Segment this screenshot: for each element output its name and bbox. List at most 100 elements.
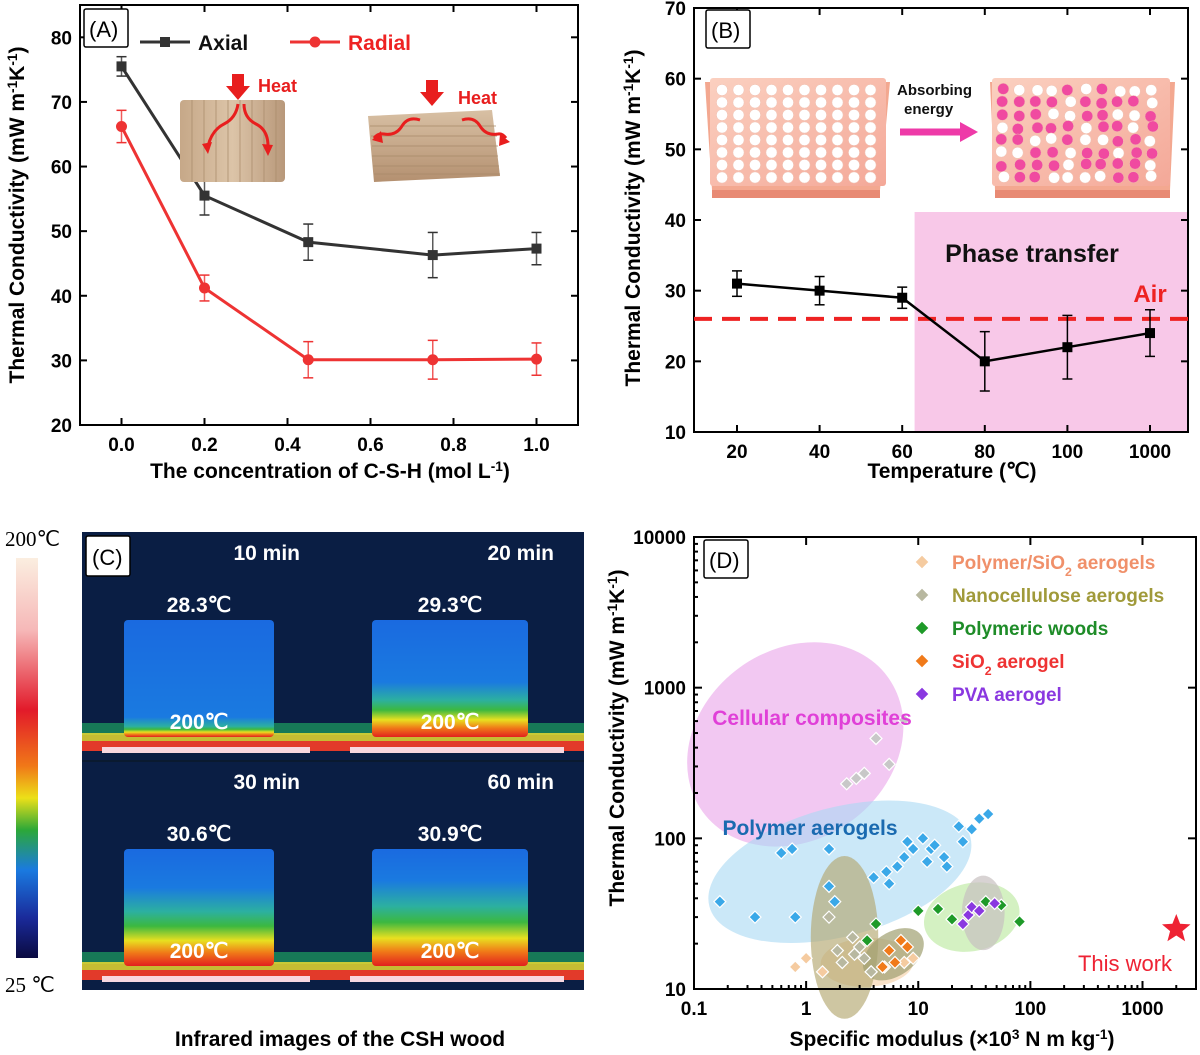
panel-d-point (964, 822, 979, 837)
panel-a-label: (A) (89, 17, 118, 42)
panel-d-point (866, 870, 881, 885)
panel-d-point (839, 776, 854, 791)
panel-d-point (927, 838, 942, 853)
panel-b-x-tick: 60 (892, 442, 913, 463)
panel-b-y-tick: 60 (665, 70, 686, 91)
panel-c-caption: Infrared images of the CSH wood (175, 1028, 505, 1051)
absorbing-label: Absorbing (897, 82, 972, 99)
panel-b-x-tick: 100 (1052, 442, 1084, 463)
panel-d-point (822, 842, 836, 856)
panel-d-point (931, 902, 945, 916)
panel-d-label: (D) (709, 548, 740, 573)
panel-d-axes (693, 536, 1197, 990)
panel-d-point (900, 940, 915, 954)
energy-arrow-icon (960, 122, 978, 142)
panel-d-point (906, 842, 920, 856)
panel-c: 200℃ 25 ℃ 10 min 28.3℃ 200℃ 20 min 29.3℃ 200℃… (5, 527, 584, 1051)
panel-a: 0.0 0.2 0.4 0.6 0.8 1.0 20 30 40 50 60 70 80 The conc… (5, 4, 579, 484)
panel-a-point (531, 243, 542, 254)
phase-transfer-region (914, 212, 1188, 432)
radial-heat-inset: Heat (368, 80, 510, 182)
panel-a-axes (79, 4, 579, 426)
ir-time-label: 30 min (233, 771, 300, 794)
panel-d-point (916, 831, 930, 846)
legend-marker (914, 686, 930, 702)
panel-d-x-tick: 10 (908, 999, 929, 1020)
panel-d-point (906, 951, 920, 966)
ir-bottom-temp: 200℃ (170, 940, 229, 963)
ir-time-label: 60 min (487, 771, 554, 794)
panel-a-y-tick: 60 (51, 158, 72, 179)
region-label-polymer: Polymer aerogels (722, 817, 897, 840)
panel-d-point (835, 955, 850, 970)
panel-b-x-tick: 80 (974, 442, 995, 463)
ir-top-temp: 30.9℃ (418, 823, 482, 846)
panel-b-point (732, 278, 742, 289)
axial-heat-inset: Heat (180, 74, 297, 182)
panel-d-legend-entry: SiO2 aerogel (952, 652, 1064, 678)
panel-d-point (830, 943, 845, 958)
panel-b-y-tick: 50 (665, 140, 686, 161)
panel-d-point (822, 879, 836, 894)
panel-b-point (897, 292, 908, 303)
cluster-ellipse (687, 642, 904, 847)
panel-d-point (897, 850, 912, 865)
panel-a-y-label: Thermal Conductivity (mW m-1K-1) (5, 47, 30, 384)
panel-d-point (788, 910, 803, 924)
panel-d-y-tick: 10 (665, 980, 686, 1001)
panel-b-point (1145, 328, 1155, 339)
panel-a-x-tick: 0.0 (108, 435, 134, 456)
this-work-label: This work (1078, 951, 1173, 976)
legend-marker (914, 653, 930, 669)
panel-d-point (972, 904, 987, 918)
panel-d-point (799, 951, 813, 966)
panel-d-x-tick: 1 (801, 999, 812, 1020)
panel-a-x-tick: 0.6 (357, 435, 383, 456)
panel-b-point (979, 356, 990, 367)
panel-b-point (1062, 342, 1073, 353)
panel-d-point (827, 894, 842, 909)
panel-d-point (987, 896, 1002, 911)
panel-d-point (822, 910, 836, 924)
panel-d-point (852, 940, 867, 954)
panel-a-x-tick: 1.0 (523, 435, 549, 456)
panel-a-x-label: The concentration of C-S-H (mol L-1) (150, 459, 510, 484)
ir-sample-block (124, 620, 274, 737)
panel-d-point (956, 834, 970, 849)
heat-arrow-icon-2 (420, 80, 444, 106)
cluster-ellipse (810, 856, 879, 1019)
panel-b-y-tick: 10 (665, 423, 686, 444)
ir-time-label: 10 min (233, 542, 300, 565)
panel-d-point (981, 807, 995, 821)
panel-d-point (857, 951, 872, 966)
panel-d-x-label: Specific modulus (×103 N m kg-1) (790, 1027, 1115, 1052)
heat-label-radial: Heat (458, 88, 497, 108)
panel-b: Phase transfer 20 40 60 80 100 1000 10 20 30 40 50 6… (621, 0, 1189, 483)
panel-b-x-tick: 40 (809, 442, 830, 463)
panel-a-x-tick: 0.2 (191, 435, 217, 456)
panel-d-y-label: Thermal Conductivity (mW m-1K-1) (605, 570, 630, 907)
legend-marker (914, 587, 930, 603)
colorbar (16, 558, 38, 958)
panel-a-y-tick: 40 (51, 287, 72, 308)
panel-d-point (857, 766, 872, 781)
panel-d-y-tick: 1000 (644, 679, 686, 700)
panel-c-label: (C) (92, 545, 123, 570)
panel-a-point (427, 250, 438, 261)
ir-image-4: 60 min 30.9℃ 200℃ (330, 761, 584, 990)
panel-d-point (1012, 914, 1027, 929)
ir-image-1: 10 min 28.3℃ 200℃ (82, 532, 330, 761)
panel-b-y-tick: 30 (665, 282, 686, 303)
panel-b-x-tick: 1000 (1129, 442, 1171, 463)
ir-image-3: 30 min 30.6℃ 200℃ (82, 761, 330, 990)
panel-d-point (748, 910, 762, 924)
energy-label: energy (904, 101, 954, 118)
panel-d-y-tick: 100 (654, 829, 686, 850)
panel-a-y-tick: 20 (51, 416, 72, 437)
legend-marker (914, 554, 930, 570)
panel-d-point (712, 894, 727, 909)
panel-d-point (849, 771, 864, 786)
panel-b-y-tick: 40 (665, 211, 686, 232)
ir-top-temp: 28.3℃ (167, 594, 231, 617)
